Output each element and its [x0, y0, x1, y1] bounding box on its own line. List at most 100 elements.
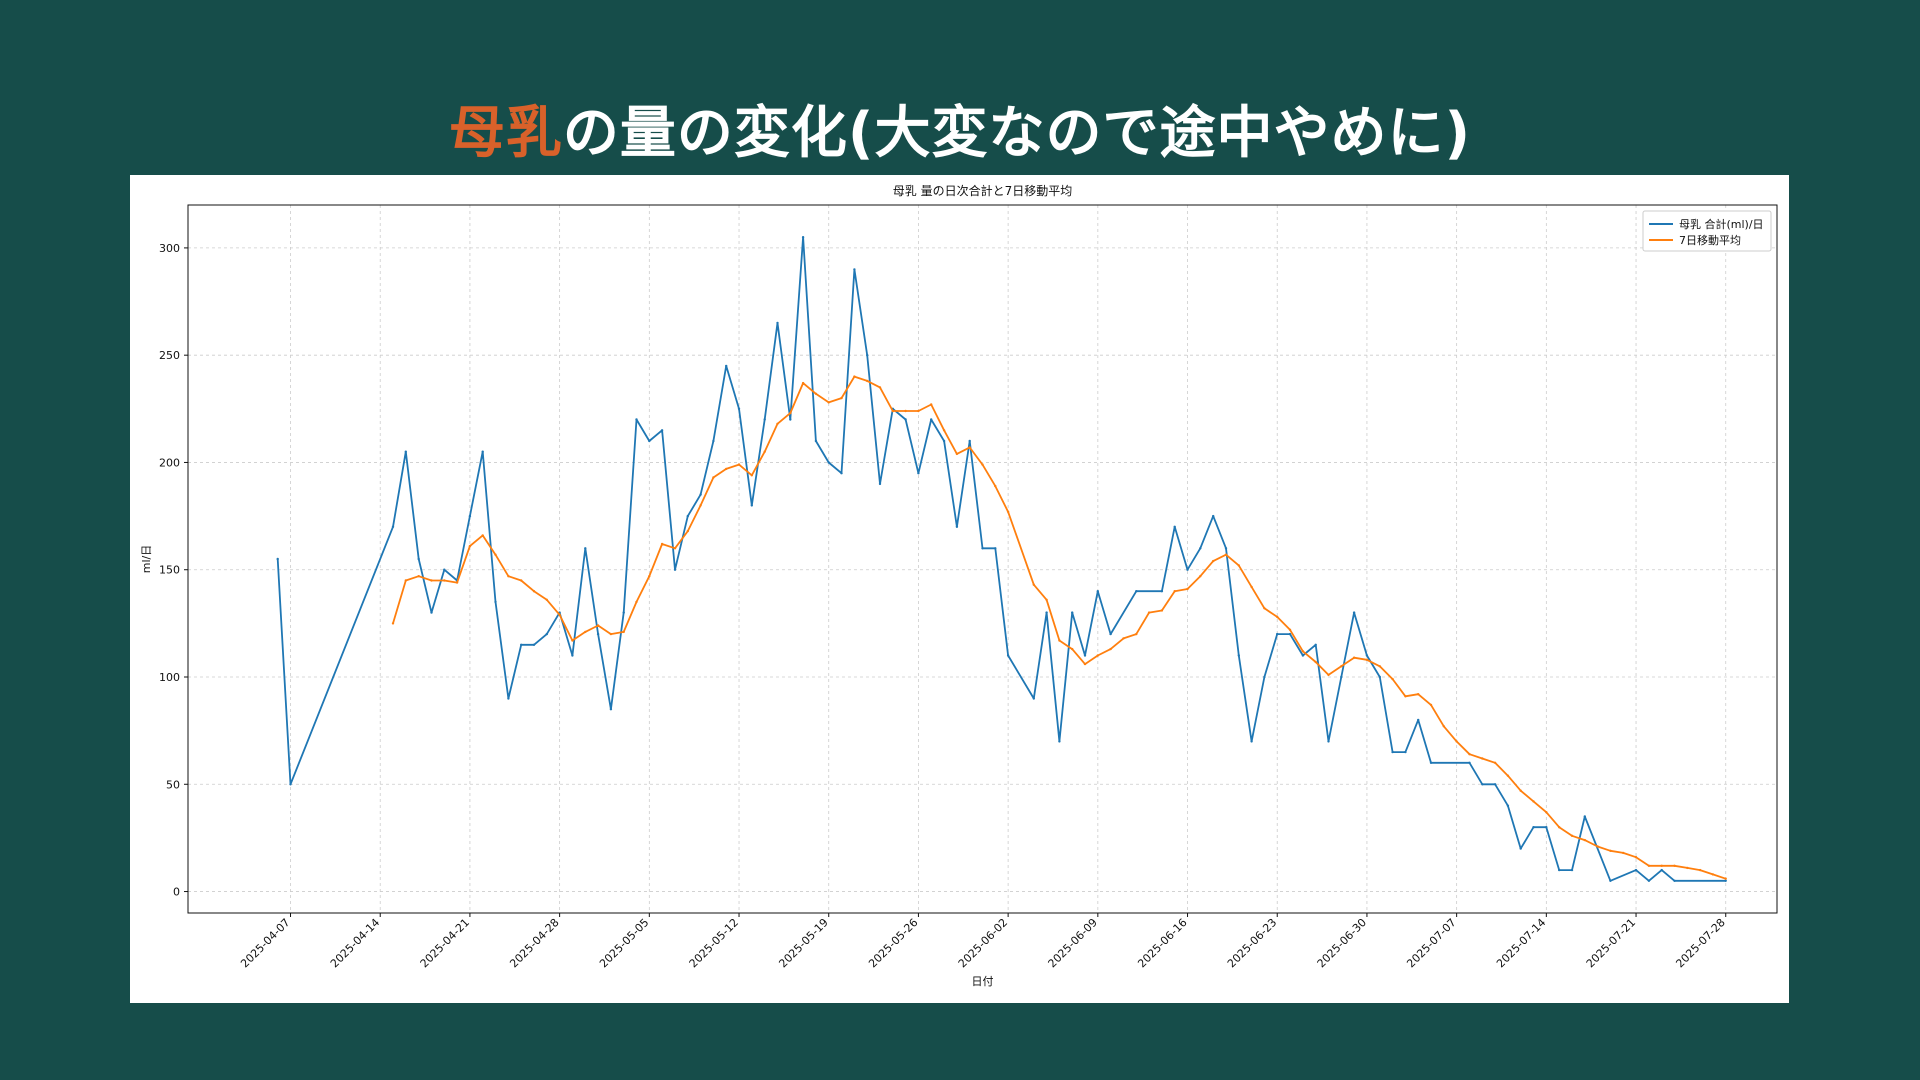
data-point-series-0 [545, 632, 548, 636]
data-point-series-0 [1634, 868, 1638, 872]
y-tick-label: 100 [159, 671, 180, 684]
data-point-series-0 [1724, 879, 1727, 882]
data-point-series-0 [917, 472, 920, 475]
x-tick-label: 2025-04-21 [418, 916, 472, 970]
data-point-series-0 [827, 461, 830, 464]
data-point-series-1 [455, 581, 459, 584]
data-point-series-0 [1109, 632, 1112, 636]
data-point-series-1 [1032, 583, 1035, 586]
data-point-series-1 [942, 429, 946, 432]
data-point-series-0 [1558, 868, 1561, 872]
data-point-series-1 [1468, 753, 1471, 756]
data-point-series-1 [776, 422, 779, 425]
data-point-series-0 [584, 547, 587, 550]
data-point-series-0 [1506, 804, 1510, 807]
data-point-series-1 [1481, 757, 1484, 760]
data-point-series-1 [994, 484, 997, 488]
data-point-series-1 [1622, 851, 1625, 855]
data-point-series-1 [1096, 654, 1099, 657]
slide-title-rest: の量の変化(大変なので途中やめに) [562, 101, 1472, 166]
data-point-series-1 [878, 386, 882, 389]
data-point-series-1 [1417, 693, 1420, 696]
data-point-series-1 [1314, 660, 1317, 664]
data-point-series-1 [1660, 864, 1663, 867]
data-point-series-0 [1647, 879, 1651, 882]
data-point-series-1 [1250, 585, 1253, 589]
data-point-series-1 [891, 409, 894, 413]
x-tick-label: 2025-04-07 [238, 916, 292, 970]
data-point-series-0 [648, 439, 651, 443]
x-tick-label: 2025-07-28 [1673, 916, 1727, 970]
data-point-series-0 [1071, 611, 1074, 614]
data-point-series-0 [737, 407, 741, 410]
series-line-1 [392, 375, 1726, 880]
data-point-series-0 [494, 600, 497, 604]
data-point-series-1 [622, 630, 625, 634]
data-point-series-0 [1058, 740, 1061, 743]
data-point-series-0 [1032, 697, 1035, 700]
data-point-series-0 [1263, 675, 1266, 679]
data-point-series-1 [520, 579, 523, 582]
y-axis-title: ml/日 [140, 545, 153, 573]
data-point-series-1 [648, 575, 651, 578]
data-point-series-1 [1147, 611, 1151, 614]
data-point-series-0 [1314, 643, 1317, 646]
data-point-series-0 [750, 504, 753, 507]
data-point-series-1 [1288, 628, 1292, 631]
data-point-series-1 [1698, 868, 1702, 872]
x-tick-label: 2025-06-09 [1046, 916, 1100, 970]
data-point-series-1 [712, 476, 715, 479]
data-point-series-1 [763, 450, 766, 453]
data-point-series-0 [673, 568, 677, 571]
data-point-series-1 [545, 598, 548, 601]
data-point-series-1 [1673, 864, 1676, 867]
x-tick-label: 2025-05-19 [776, 916, 830, 970]
x-tick-label: 2025-05-26 [866, 916, 920, 970]
data-point-series-0 [468, 514, 472, 518]
data-point-series-1 [1276, 615, 1279, 619]
data-point-series-1 [1532, 800, 1535, 803]
data-point-series-1 [1340, 665, 1343, 668]
plot-frame [187, 204, 1778, 914]
chart-title: 母乳 量の日次合計と7日移動平均 [893, 183, 1072, 198]
data-point-series-1 [1237, 564, 1241, 567]
data-point-series-0 [994, 547, 997, 550]
data-point-series-0 [622, 611, 625, 614]
data-point-series-1 [1160, 609, 1164, 612]
data-point-series-1 [930, 403, 933, 406]
data-point-series-1 [814, 392, 818, 395]
data-point-series-1 [1493, 761, 1497, 764]
data-point-series-1 [801, 381, 805, 385]
x-tick-label: 2025-06-23 [1225, 916, 1279, 970]
data-point-series-1 [1109, 647, 1112, 651]
data-point-series-1 [404, 579, 407, 582]
data-point-series-0 [391, 525, 395, 528]
data-point-series-0 [1224, 547, 1228, 550]
data-point-series-1 [1519, 789, 1522, 792]
data-point-series-1 [494, 553, 497, 556]
data-point-series-0 [878, 482, 882, 486]
data-point-series-1 [789, 411, 792, 415]
data-point-series-0 [1391, 750, 1394, 754]
data-point-series-0 [1160, 590, 1164, 593]
data-point-series-0 [289, 783, 292, 786]
data-point-series-1 [1634, 856, 1638, 859]
data-point-series-0 [1545, 826, 1548, 829]
data-point-series-0 [776, 321, 779, 325]
data-point-series-0 [532, 643, 536, 646]
data-point-series-0 [1250, 740, 1253, 743]
data-point-series-0 [1237, 654, 1241, 657]
data-point-series-0 [1365, 654, 1369, 657]
data-point-series-1 [443, 579, 446, 582]
data-point-series-1 [904, 409, 907, 413]
data-point-series-0 [1660, 868, 1663, 872]
data-point-series-0 [1006, 654, 1010, 657]
data-point-series-1 [1058, 639, 1061, 642]
data-point-series-0 [712, 439, 715, 443]
data-point-series-1 [1583, 838, 1587, 842]
data-point-series-1 [1186, 587, 1189, 591]
data-point-series-1 [1391, 677, 1394, 681]
data-point-series-1 [840, 396, 843, 400]
data-point-series-0 [1378, 675, 1382, 679]
data-point-series-0 [1288, 632, 1292, 636]
